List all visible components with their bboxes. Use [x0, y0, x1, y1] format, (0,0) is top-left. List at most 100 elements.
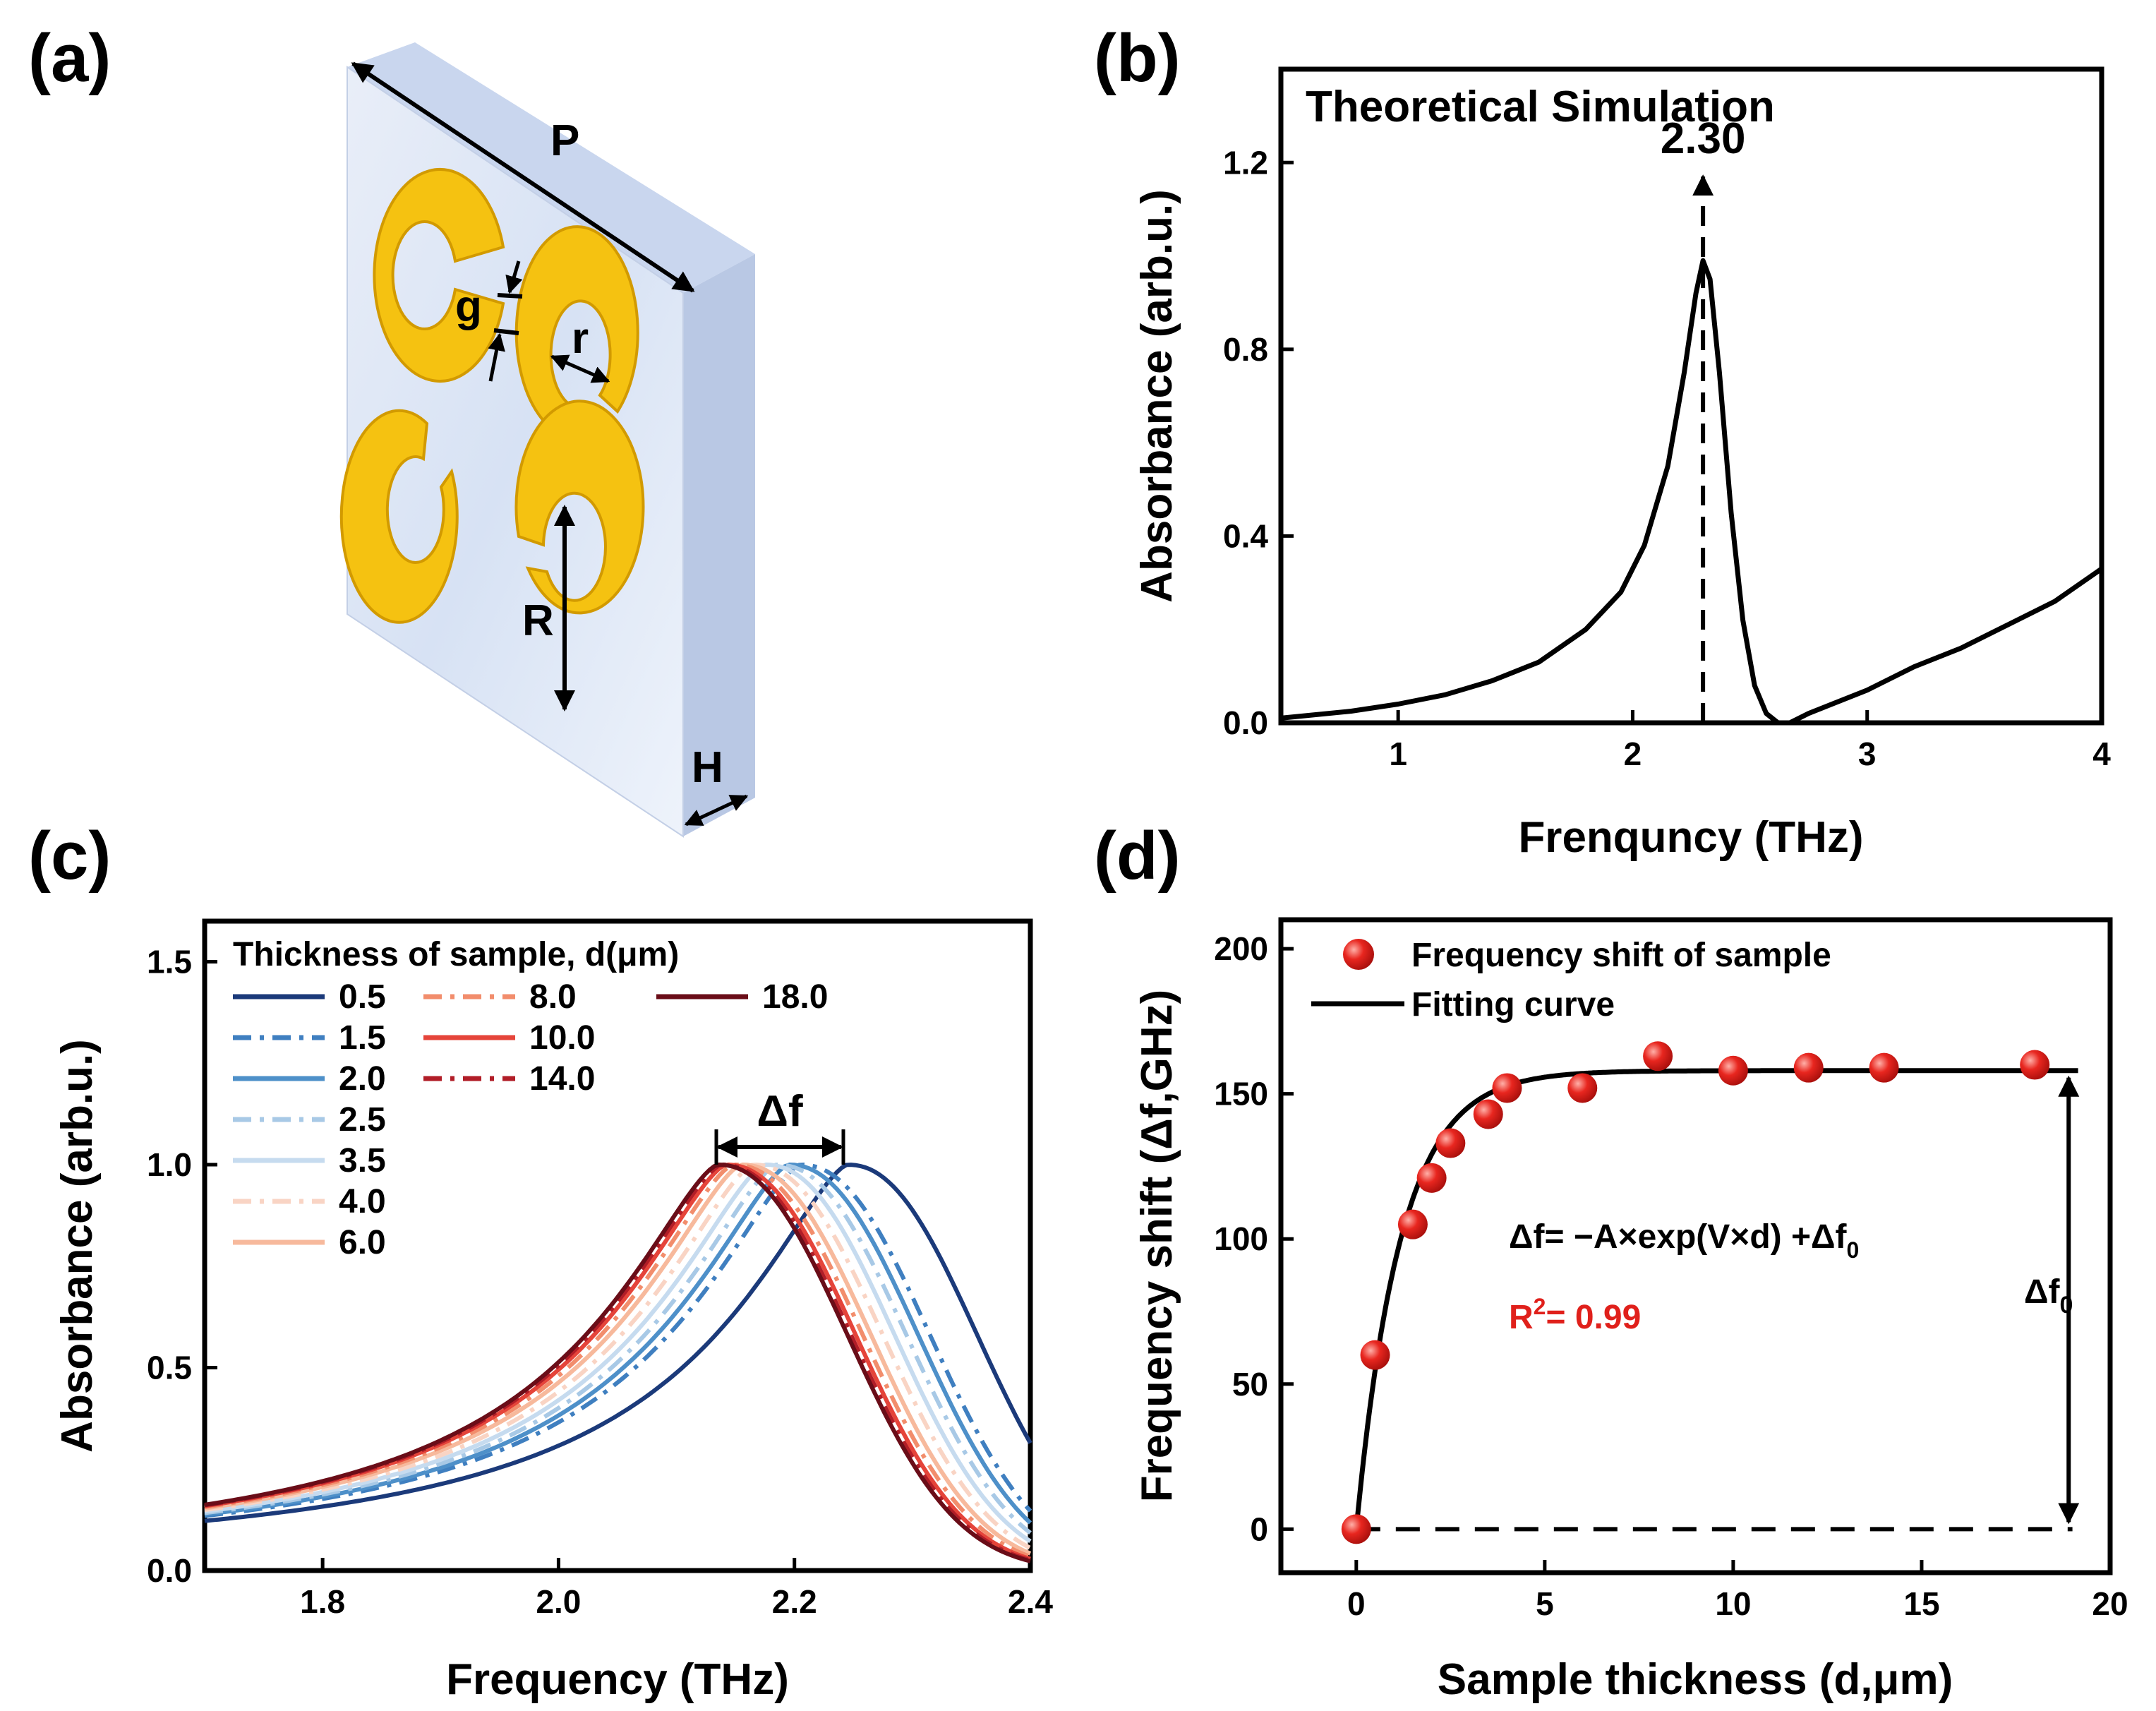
panel-d-delta-f0-label: Δf0 — [2024, 1273, 2073, 1319]
panel-d-data-point — [1793, 1052, 1824, 1083]
panel-c-curve-1.5 — [204, 1163, 1032, 1518]
panel-b-label: (b) — [1094, 20, 1181, 96]
panel-c-curve-6.0 — [204, 1162, 1032, 1556]
panel-c-ticks: 1.8 2.0 2.2 2.4 0.0 0.5 1.0 1.5 — [147, 944, 1053, 1621]
inner-radius-arrow — [550, 354, 610, 383]
panel-b-x-tick-label: 2 — [1624, 736, 1642, 772]
panel-c-curve-10.0 — [204, 1162, 1031, 1561]
panel-c-legend-label-8.0: 8.0 — [529, 978, 577, 1016]
gap-bar-upper — [497, 293, 523, 299]
dim-label-H: H — [692, 743, 723, 792]
panel-c-legend-label-14.0: 14.0 — [529, 1060, 595, 1098]
panel-b-y-tick-label: 0.0 — [1223, 704, 1268, 741]
panel-c-x-tick-label: 2.4 — [1008, 1583, 1053, 1620]
panel-c-y-tick-label: 1.5 — [147, 944, 192, 980]
panel-b-title: Theoretical Simulation — [1306, 83, 1775, 131]
panel-d-data-point — [1473, 1099, 1503, 1129]
gap-arrow-lower — [488, 332, 505, 382]
panel-d-x-axis-label: Sample thickness (d,μm) — [1438, 1655, 1953, 1704]
panel-c-legend-label-18.0: 18.0 — [762, 978, 828, 1016]
panel-b-x-tick-label: 1 — [1389, 736, 1407, 772]
panel-c-legend-title: Thickness of sample, d(μm) — [233, 936, 679, 973]
panel-d-data-points — [1341, 1041, 2050, 1544]
panel-b: (b) Theoretical Simulation 1 2 3 4 0.0 0.4 0.8… — [1094, 20, 2111, 862]
panel-c-y-axis-label: Absorbance (arb.u.) — [53, 1039, 102, 1453]
panel-c-curve-2.5 — [204, 1163, 1032, 1535]
panel-c-x-axis-label: Frequency (THz) — [446, 1655, 789, 1704]
panel-c: (c) 1.8 2.0 2.2 2.4 0.0 0.5 1.0 1.5 Thickness o… — [28, 818, 1053, 1704]
panel-d-y-tick-label: 0 — [1250, 1511, 1268, 1547]
panel-c-x-tick-label: 1.8 — [300, 1583, 345, 1620]
dim-label-g: g — [455, 282, 482, 331]
panel-c-x-tick-label: 2.0 — [536, 1583, 581, 1620]
panel-d-data-point — [1341, 1514, 1371, 1544]
panel-c-legend-label-10.0: 10.0 — [529, 1019, 595, 1057]
panel-a-label: (a) — [28, 20, 111, 96]
panel-c-y-tick-label: 0.5 — [147, 1350, 192, 1386]
substrate-side-face — [683, 254, 755, 836]
panel-d-y-tick-label: 50 — [1232, 1366, 1268, 1403]
panel-c-curve-14.0 — [204, 1162, 1031, 1563]
panel-d-data-point — [2020, 1050, 2050, 1080]
split-ring-bottom-left — [339, 409, 459, 624]
panel-c-x-tick-label: 2.2 — [772, 1583, 817, 1620]
panel-d-x-tick-label: 5 — [1536, 1585, 1554, 1622]
panel-d-data-point — [1643, 1041, 1673, 1071]
panel-c-curve-18.0 — [204, 1162, 1031, 1563]
dim-label-P: P — [550, 116, 579, 165]
panel-c-curve-3.5 — [204, 1162, 1032, 1544]
dim-label-r: r — [572, 314, 589, 363]
panel-a: (a) P g r — [28, 20, 755, 838]
panel-c-curve-2.0 — [204, 1162, 1032, 1525]
panel-c-legend-label-4.0: 4.0 — [339, 1183, 386, 1220]
panel-c-curve-0.5 — [204, 1163, 1032, 1523]
panel-d-data-point — [1869, 1052, 1899, 1083]
period-arrow — [351, 61, 695, 293]
panel-d-y-axis-label: Frequency shift (Δf,GHz) — [1133, 990, 1181, 1503]
panel-d-data-point — [1435, 1128, 1466, 1158]
panel-d-data-point — [1416, 1163, 1447, 1193]
panel-b-x-tick-label: 3 — [1858, 736, 1877, 772]
gap-arrow-upper — [505, 260, 523, 294]
panel-d-equation: Δf= −A×exp(V×d) +Δf0 — [1509, 1218, 1859, 1263]
panel-b-y-tick-label: 0.8 — [1223, 331, 1268, 368]
panel-c-legend-label-2.5: 2.5 — [339, 1101, 386, 1139]
panel-b-y-tick-label: 0.4 — [1223, 517, 1268, 554]
panel-d-legend-points-label: Frequency shift of sample — [1411, 937, 1831, 974]
panel-d-data-point — [1492, 1073, 1522, 1103]
thickness-arrow — [684, 794, 749, 827]
panel-c-legend-label-1.5: 1.5 — [339, 1019, 386, 1057]
panel-b-x-tick-label: 4 — [2092, 736, 2111, 772]
panel-d-data-point — [1718, 1055, 1748, 1086]
panel-c-curve-8.0 — [204, 1162, 1032, 1559]
panel-b-peak-label: 2.30 — [1661, 114, 1746, 163]
panel-b-ticks: 1 2 3 4 0.0 0.4 0.8 1.2 — [1223, 144, 2111, 772]
panel-d-y-tick-label: 150 — [1214, 1076, 1268, 1112]
panel-d-x-tick-label: 0 — [1347, 1585, 1366, 1622]
panel-c-plot-frame — [202, 918, 1033, 1573]
panel-d-data-point — [1567, 1073, 1598, 1103]
gap-bar-lower — [493, 328, 519, 335]
panel-c-y-tick-label: 1.0 — [147, 1146, 192, 1183]
panel-c-legend-label-3.5: 3.5 — [339, 1142, 386, 1179]
panel-c-curve-4.0 — [204, 1163, 1032, 1550]
dim-label-R: R — [522, 596, 554, 645]
panel-b-y-axis-label: Absorbance (arb.u.) — [1133, 189, 1181, 603]
panel-b-plot-frame — [1278, 66, 2104, 726]
panel-d-x-tick-label: 10 — [1715, 1585, 1751, 1622]
panel-c-y-tick-label: 0.0 — [147, 1552, 192, 1589]
panel-b-absorbance-curve — [1280, 258, 2103, 726]
panel-c-delta-f-label: Δf — [757, 1087, 803, 1136]
panel-c-curves — [204, 1162, 1032, 1563]
panel-d-fitting-curve — [1354, 1068, 2078, 1530]
metasurface-schematic: P g r R H — [339, 42, 755, 838]
panel-c-legend-label-6.0: 6.0 — [339, 1224, 386, 1261]
panel-d-data-point — [1360, 1340, 1390, 1370]
panel-c-legend: 0.51.52.02.53.5 4.0 6.0 8.010.014.0 18.0 — [233, 978, 828, 1261]
panel-c-legend-label-2.0: 2.0 — [339, 1060, 386, 1098]
panel-b-x-axis-label: Frenquncy (THz) — [1518, 813, 1863, 862]
panel-c-legend-label-0.5: 0.5 — [339, 978, 386, 1016]
